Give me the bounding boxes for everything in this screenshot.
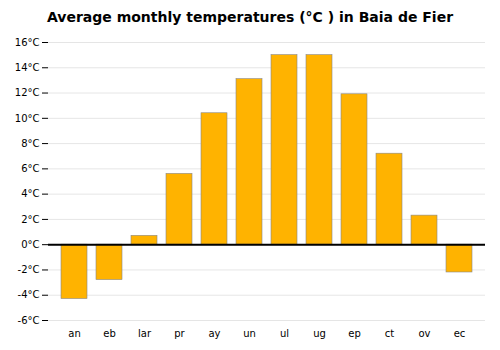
html-text:Average monthly temperatures (: Average monthly temperatures (°C ) in Ba… [47,9,453,25]
svg-text:10°C: 10°C [15,113,40,124]
svg-text:16°C: 16°C [15,37,40,48]
svg-text:-2°C: -2°C [18,264,40,275]
svg-text:ay: ay [208,328,220,339]
svg-text:-6°C: -6°C [18,315,40,326]
svg-text:4°C: 4°C [21,188,39,199]
svg-text:ug: ug [313,328,326,339]
svg-text:2°C: 2°C [21,214,39,225]
svg-text:lar: lar [138,328,152,339]
svg-text:ec: ec [454,328,466,339]
svg-text:12°C: 12°C [15,87,40,98]
svg-text:0°C: 0°C [21,239,39,250]
svg-text:ov: ov [418,328,430,339]
svg-text:pr: pr [174,328,185,339]
svg-text:eb: eb [103,328,116,339]
svg-text:ep: ep [348,328,361,339]
svg-text:an: an [68,328,80,339]
svg-text:ct: ct [385,328,394,339]
svg-text:-4°C: -4°C [18,289,40,300]
svg-text:6°C: 6°C [21,163,39,174]
svg-text:ul: ul [280,328,289,339]
svg-text:8°C: 8°C [21,138,39,149]
svg-text:14°C: 14°C [15,62,40,73]
svg-text:un: un [243,328,256,339]
